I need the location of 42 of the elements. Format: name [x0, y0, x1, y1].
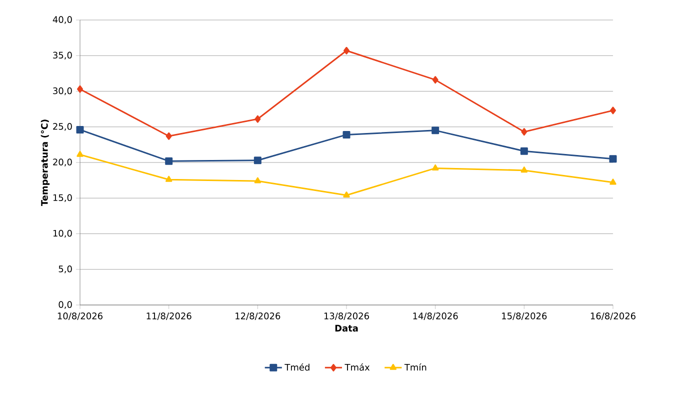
point: [610, 178, 616, 185]
point: [432, 164, 439, 170]
point: [343, 192, 350, 198]
point: [520, 147, 528, 155]
y-tick-label: 10,0: [53, 230, 72, 238]
y-tick-label: 35,0: [53, 52, 72, 60]
point: [165, 157, 173, 165]
point: [77, 85, 84, 93]
point: [76, 126, 84, 134]
point: [342, 130, 350, 138]
legend-label: Tmáx: [344, 363, 370, 371]
y-tick-label: 0,0: [58, 301, 72, 309]
point: [166, 132, 172, 140]
x-tick-label: 14/8/2026: [413, 312, 458, 320]
point: [165, 176, 172, 182]
x-axis-title: Data: [335, 324, 358, 332]
point: [520, 166, 528, 173]
point: [254, 156, 262, 164]
point: [432, 76, 438, 84]
y-axis-title: Temperatura (°C): [40, 120, 50, 206]
point: [76, 150, 84, 157]
y-tick-label: 25,0: [53, 123, 72, 131]
x-tick-label: 12/8/2026: [236, 312, 280, 320]
y-tick-label: 15,0: [53, 194, 72, 202]
x-tick-label: 11/8/2026: [146, 312, 192, 320]
legend-label: Tméd: [284, 363, 310, 371]
point: [344, 46, 350, 54]
point: [610, 106, 616, 114]
y-tick-label: 20,0: [53, 158, 72, 166]
y-tick-label: 5,0: [58, 266, 72, 274]
y-tick-label: 40,0: [52, 16, 72, 24]
point: [521, 128, 528, 136]
x-tick-label: 10/8/2026: [58, 312, 103, 320]
legend-label: Tmín: [404, 363, 426, 371]
x-tick-label: 16/8/2026: [590, 312, 636, 320]
y-tick-label: 30,0: [53, 87, 72, 96]
point: [432, 126, 440, 134]
point: [254, 177, 262, 184]
x-tick-label: 13/8/2026: [324, 312, 369, 320]
x-tick-label: 15/8/2026: [502, 312, 547, 320]
point: [254, 115, 261, 123]
point: [609, 155, 617, 163]
